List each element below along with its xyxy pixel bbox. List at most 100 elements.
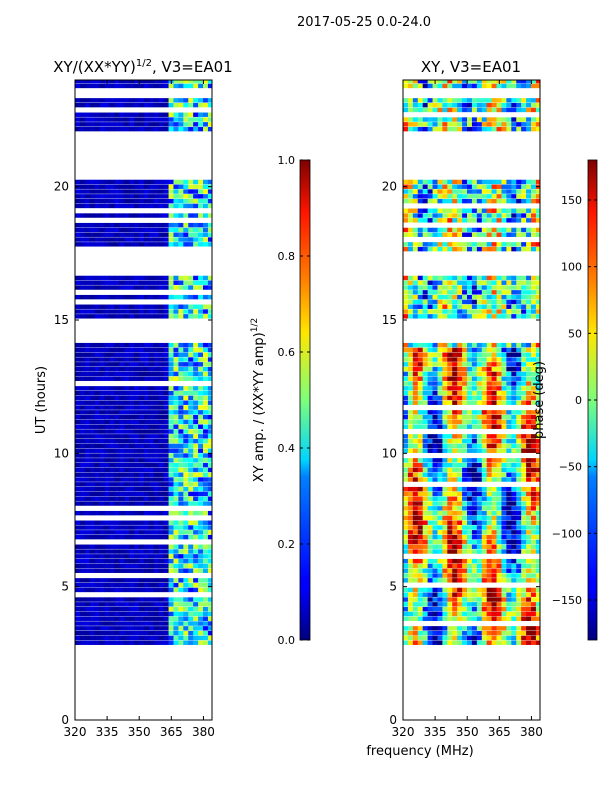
heatmap-cell <box>417 126 424 132</box>
heatmap-cell <box>173 616 179 621</box>
heatmap-cell <box>139 357 145 362</box>
heatmap-cell <box>506 491 512 497</box>
heatmap-cell <box>511 280 517 285</box>
heatmap-cell <box>496 506 502 511</box>
heatmap-cell <box>94 280 101 285</box>
heatmap-cell <box>188 472 194 477</box>
heatmap-cell <box>516 635 522 641</box>
heatmap-cell <box>462 515 468 521</box>
heatmap-cell <box>412 563 419 569</box>
heatmap-cell <box>471 102 478 108</box>
heatmap-cell <box>501 606 507 612</box>
heatmap-cell <box>457 626 463 631</box>
heatmap-cell <box>535 592 540 597</box>
heatmap-cell <box>89 477 96 482</box>
heatmap-cell <box>471 232 478 237</box>
heatmap-cell <box>521 424 527 429</box>
heatmap-cell <box>134 304 140 309</box>
heatmap-cell <box>178 458 184 463</box>
heatmap-cell <box>84 525 91 530</box>
heatmap-cell <box>148 486 155 492</box>
heatmap-cell <box>99 194 105 199</box>
heatmap-cell <box>188 203 194 209</box>
heatmap-cell <box>134 578 140 583</box>
heatmap-cell <box>521 520 527 525</box>
heatmap-cell <box>139 568 145 573</box>
heatmap-cell <box>432 515 438 521</box>
heatmap-cell <box>129 386 135 391</box>
heatmap-cell <box>193 482 199 487</box>
heatmap-cell <box>124 122 130 127</box>
heatmap-cell <box>535 371 540 377</box>
heatmap-cell <box>417 491 424 497</box>
heatmap-cell <box>476 496 483 501</box>
heatmap-cell <box>442 462 448 468</box>
heatmap-cell <box>168 189 174 194</box>
heatmap-cell <box>163 122 169 127</box>
heatmap-cell <box>75 342 81 348</box>
heatmap-cell <box>207 568 212 573</box>
heatmap-cell <box>124 309 130 314</box>
heatmap-cell <box>148 242 155 247</box>
heatmap-cell <box>437 362 443 367</box>
heatmap-cell <box>148 525 155 530</box>
heatmap-cell <box>109 482 115 487</box>
heatmap-cell <box>163 429 169 434</box>
heatmap-cell <box>447 98 453 103</box>
heatmap-cell <box>148 443 155 449</box>
heatmap-cell <box>207 549 212 554</box>
heatmap-cell <box>203 117 209 122</box>
heatmap-cell <box>158 434 165 439</box>
heatmap-cell <box>417 366 424 372</box>
heatmap-cell <box>163 477 169 482</box>
heatmap-cell <box>521 448 527 453</box>
heatmap-cell <box>79 366 86 372</box>
heatmap-cell <box>188 626 194 631</box>
heatmap-cell <box>188 496 194 501</box>
heatmap-cell <box>521 218 527 223</box>
heatmap-cell <box>168 203 174 209</box>
heatmap-cell <box>457 189 463 194</box>
heatmap-cell <box>511 357 517 362</box>
heatmap-cell <box>452 558 458 564</box>
heatmap-cell <box>173 472 179 477</box>
heatmap-cell <box>422 290 429 295</box>
heatmap-cell <box>79 640 86 645</box>
heatmap-cell <box>163 534 169 540</box>
heatmap-cell <box>114 544 120 549</box>
heatmap-cell <box>521 213 527 218</box>
heatmap-cell <box>99 232 105 237</box>
heatmap-cell <box>104 582 110 588</box>
heatmap-cell <box>193 410 199 415</box>
heatmap-cell <box>531 520 537 525</box>
heatmap-cell <box>193 304 199 309</box>
heatmap-cell <box>467 626 473 631</box>
heatmap-cell <box>89 491 96 497</box>
heatmap-cell <box>407 472 414 477</box>
heatmap-cell <box>124 285 130 290</box>
heatmap-cell <box>124 410 130 415</box>
heatmap-cell <box>114 448 120 453</box>
heatmap-cell <box>114 635 120 641</box>
heatmap-cell <box>447 299 453 305</box>
heatmap-cell <box>491 107 497 113</box>
heatmap-cell <box>153 606 160 612</box>
heatmap-cell <box>531 587 537 593</box>
heatmap-cell <box>198 496 204 501</box>
heatmap-cell <box>486 501 493 506</box>
heatmap-cell <box>193 112 199 117</box>
heatmap-cell <box>491 208 497 213</box>
heatmap-cell <box>535 390 540 396</box>
heatmap-cell <box>104 448 110 453</box>
heatmap-cell <box>75 237 81 242</box>
heatmap-cell <box>462 294 468 300</box>
heatmap-cell <box>94 395 101 401</box>
heatmap-cell <box>188 424 194 429</box>
heatmap-cell <box>89 554 96 559</box>
heatmap-cell <box>491 438 497 444</box>
heatmap-cell <box>403 568 409 573</box>
heatmap-cell <box>163 602 169 607</box>
heatmap-cell <box>403 558 409 564</box>
heatmap-cell <box>94 568 101 573</box>
heatmap-cell <box>506 117 512 122</box>
